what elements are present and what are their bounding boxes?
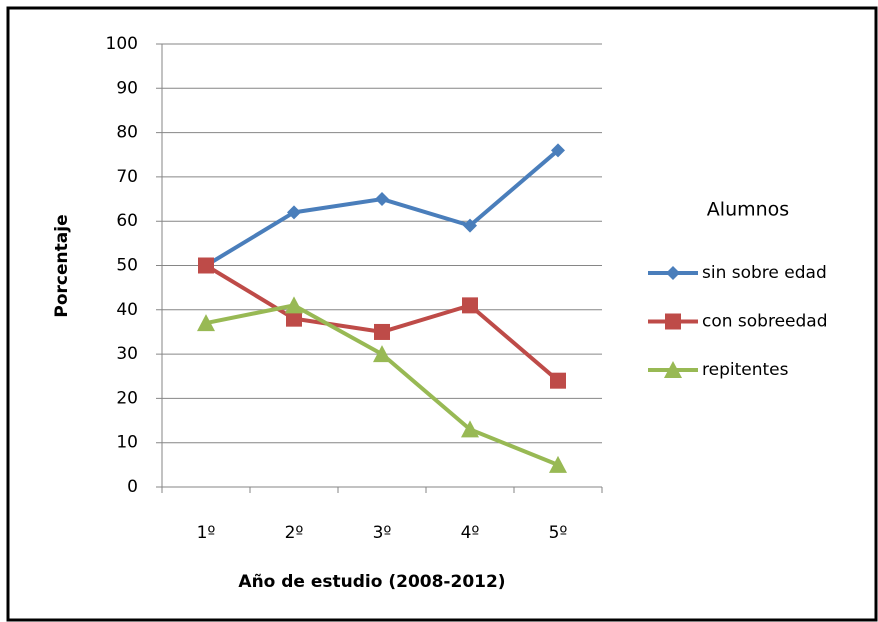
- marker: [287, 205, 301, 220]
- marker: [665, 313, 681, 330]
- marker: [666, 266, 680, 280]
- y-tick-label: 10: [116, 433, 138, 453]
- x-tick-label: 2º: [285, 523, 304, 543]
- y-axis-title: Porcentaje: [52, 214, 72, 317]
- legend-label: repitentes: [702, 360, 789, 380]
- marker: [462, 297, 478, 314]
- legend-label: con sobreedad: [702, 312, 828, 332]
- x-tick-label: 1º: [197, 523, 216, 543]
- legend-title: Alumnos: [707, 199, 789, 221]
- marker: [373, 345, 391, 363]
- y-tick-label: 60: [116, 211, 138, 231]
- y-tick-label: 30: [116, 344, 138, 364]
- y-tick-label: 0: [127, 477, 138, 497]
- x-axis-title: Año de estudio (2008-2012): [238, 572, 505, 592]
- marker: [664, 361, 682, 378]
- x-tick-label: 5º: [549, 523, 568, 543]
- marker: [374, 323, 390, 340]
- marker: [550, 372, 566, 389]
- marker: [285, 296, 303, 314]
- marker: [286, 310, 302, 327]
- marker: [197, 314, 215, 332]
- legend-label: sin sobre edad: [702, 263, 827, 283]
- y-tick-label: 100: [106, 34, 138, 54]
- marker: [549, 455, 567, 473]
- marker: [198, 257, 214, 274]
- y-tick-label: 80: [116, 123, 138, 143]
- marker: [551, 143, 565, 158]
- marker: [463, 218, 477, 233]
- marker: [461, 420, 479, 438]
- y-tick-label: 70: [116, 167, 138, 187]
- y-tick-label: 50: [116, 256, 138, 276]
- marker: [375, 192, 389, 207]
- y-tick-label: 40: [116, 300, 138, 320]
- x-tick-label: 4º: [461, 523, 480, 543]
- y-tick-label: 20: [116, 388, 138, 408]
- y-tick-label: 90: [116, 78, 138, 98]
- x-tick-label: 3º: [373, 523, 392, 543]
